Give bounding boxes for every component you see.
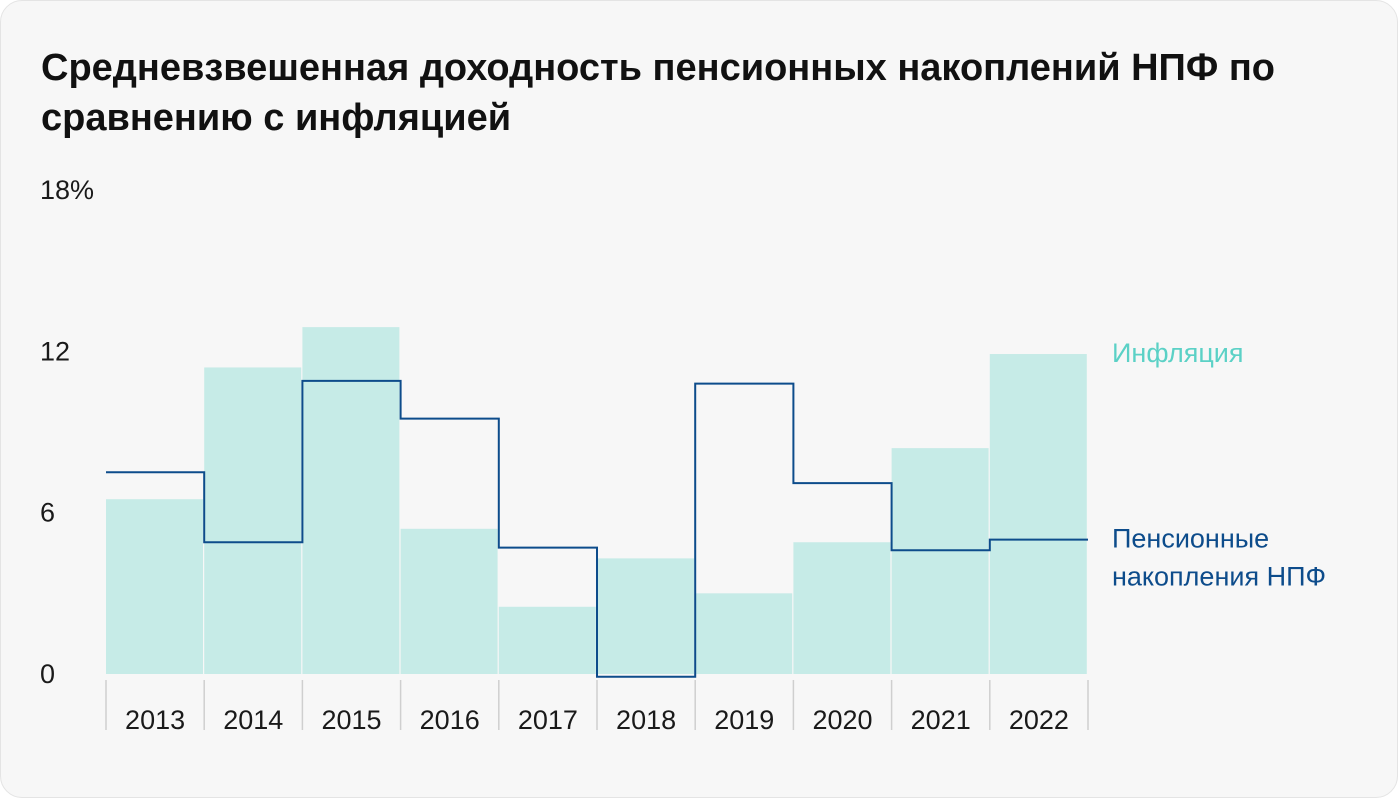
inflation-bar-2014 xyxy=(204,367,302,674)
x-tick-label-2013: 2013 xyxy=(125,705,185,735)
npf-returns-step-line xyxy=(106,379,1088,678)
x-tick-label-2015: 2015 xyxy=(321,705,381,735)
legend-inflation: Инфляция xyxy=(1112,338,1243,368)
inflation-bar-2022 xyxy=(989,354,1087,674)
legend-npf-line-2: накопления НПФ xyxy=(1112,562,1326,592)
y-tick-label-0: 0 xyxy=(40,659,55,689)
inflation-bar-2021 xyxy=(891,448,989,674)
x-tick-label-2016: 2016 xyxy=(420,705,480,735)
y-tick-label-6: 6 xyxy=(40,498,55,528)
x-tick-label-2017: 2017 xyxy=(518,705,578,735)
x-tick-label-2014: 2014 xyxy=(223,705,283,735)
y-tick-label-12: 12 xyxy=(40,336,70,366)
inflation-bar-2013 xyxy=(106,499,203,674)
inflation-bar-2019 xyxy=(695,593,793,674)
y-tick-label-18: 18% xyxy=(40,175,94,205)
inflation-bar-2018 xyxy=(597,558,694,674)
inflation-bar-2017 xyxy=(498,606,596,674)
x-tick-label-2018: 2018 xyxy=(616,705,676,735)
inflation-bar-2020 xyxy=(793,542,891,674)
x-tick-label-2021: 2021 xyxy=(911,705,971,735)
inflation-bar-2015 xyxy=(302,327,400,674)
chart-title: Средневзвешенная доходность пенсионных н… xyxy=(41,47,1276,139)
x-tick-label-2022: 2022 xyxy=(1009,705,1069,735)
x-tick-label-2019: 2019 xyxy=(714,705,774,735)
inflation-bar-2016 xyxy=(400,528,498,674)
x-tick-label-2020: 2020 xyxy=(812,705,872,735)
legend-npf-line-1: Пенсионные xyxy=(1112,524,1269,554)
